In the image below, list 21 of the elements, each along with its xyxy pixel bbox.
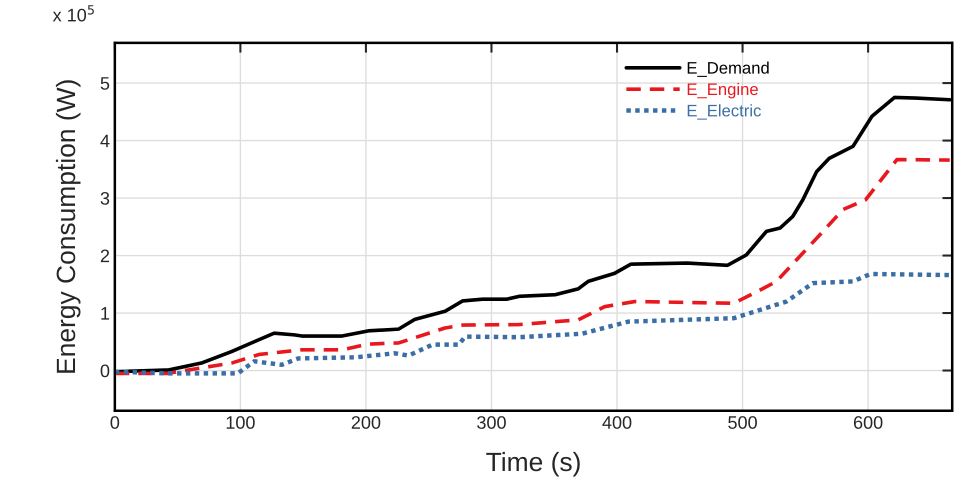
line-series	[114, 158, 952, 376]
x-tick-label: 200	[352, 416, 380, 429]
x-tick-label: 100	[226, 416, 255, 429]
y-axis-title: Energy Consumption (W)	[56, 80, 80, 373]
x-tick-label: 400	[602, 416, 632, 429]
y-tick-label: 3	[100, 192, 110, 205]
y-tick-label: 1	[101, 307, 110, 320]
x-tick-label: 500	[728, 416, 757, 429]
legend-label: E_Engine	[688, 82, 758, 98]
y-tick-label: 2	[100, 249, 110, 262]
legend-label: E_Demand	[688, 62, 769, 77]
y-tick-label: 0	[100, 364, 110, 378]
legend-label: E_Electric	[688, 104, 761, 120]
line-series	[114, 272, 952, 376]
x-tick-label: 0	[110, 416, 120, 429]
y-tick-label: 5	[100, 77, 110, 90]
x-axis-title: Time (s)	[486, 452, 580, 476]
text: x 10$^{5}$	[52, 5, 94, 22]
y-tick-label: 4	[100, 134, 110, 148]
x-tick-label: 300	[477, 416, 506, 429]
x-tick-label: 600	[854, 416, 882, 429]
